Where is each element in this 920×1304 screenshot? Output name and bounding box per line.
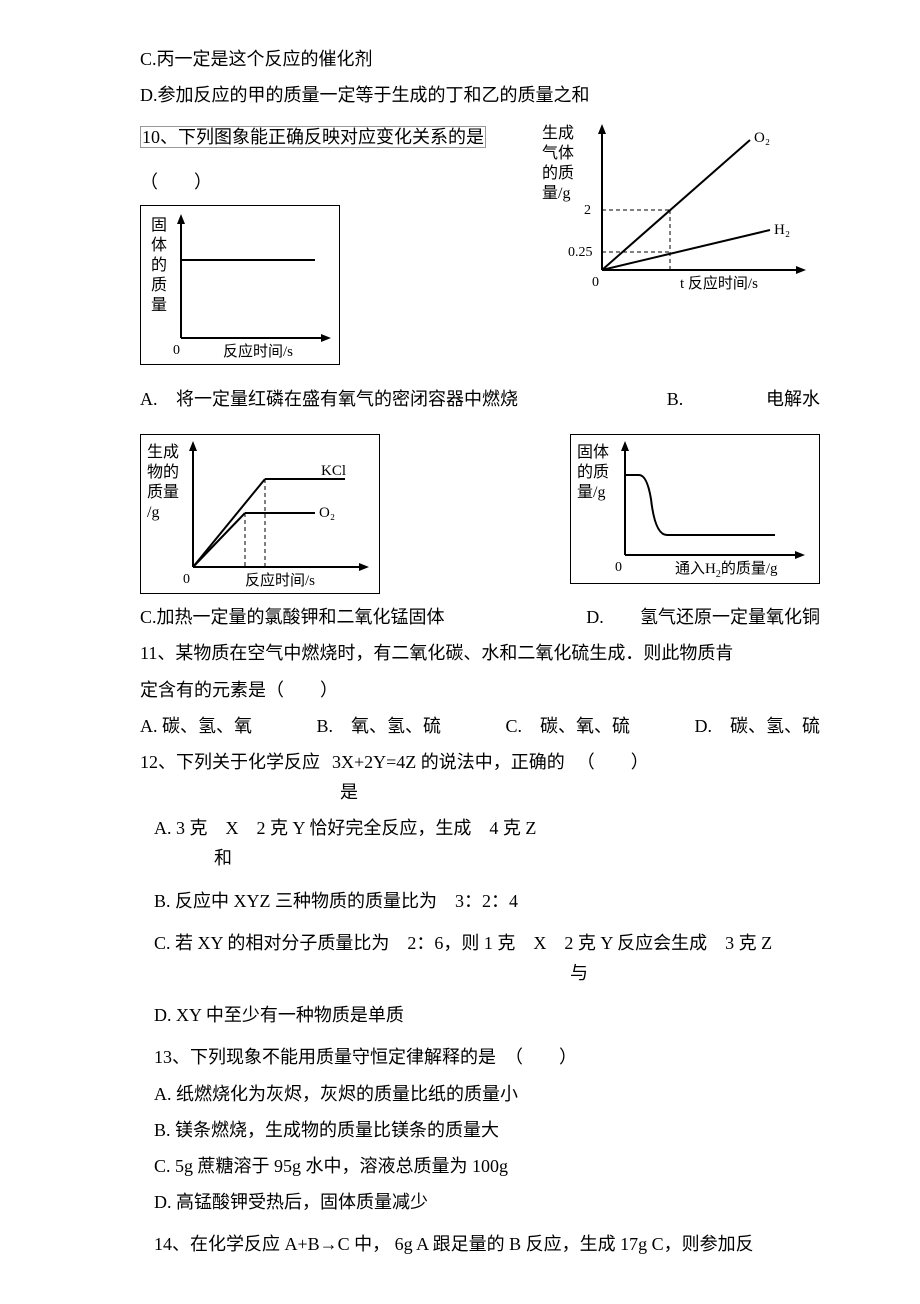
svg-text:0: 0 — [183, 572, 190, 587]
svg-text:0: 0 — [615, 560, 622, 575]
svg-text:固体: 固体 — [577, 443, 609, 461]
q11-stem2: 定含有的元素是（ ） — [140, 673, 820, 707]
svg-text:的质: 的质 — [577, 463, 609, 481]
q12-stem-sub: 是 — [340, 775, 820, 809]
svg-text:2: 2 — [584, 203, 591, 218]
chart-b: 生成 气体 的质 量/g O₂ H₂ 2 0.25 0 t 反应时间/s — [540, 120, 820, 300]
q11-options: A. 碳、氢、氧 B. 氧、氢、硫 C. 碳、氧、硫 D. 碳、氢、硫 — [140, 709, 820, 743]
q11-stem1: 11、某物质在空气中燃烧时，有二氧化碳、水和二氧化硫生成．则此物质肯 — [140, 636, 820, 670]
svg-text:0: 0 — [592, 275, 599, 290]
svg-text:量/g: 量/g — [577, 484, 605, 501]
q12-D: D. XY 中至少有一种物质是单质 — [154, 998, 820, 1032]
q10-row-ab: A. 将一定量红磷在盛有氧气的密闭容器中燃烧 B. 电解水 — [140, 382, 820, 416]
q13-D: D. 高锰酸钾受热后，固体质量减少 — [154, 1185, 820, 1219]
svg-text:t 反应时间/s: t 反应时间/s — [680, 274, 758, 292]
q10-paren: （ ） — [140, 165, 540, 199]
q12-A2: 和 — [214, 841, 820, 875]
svg-text:体: 体 — [151, 236, 167, 254]
q13-B: B. 镁条燃烧，生成物的质量比镁条的质量大 — [154, 1113, 820, 1147]
svg-text:的质: 的质 — [542, 164, 574, 182]
svg-text:反应时间/s: 反应时间/s — [223, 342, 293, 360]
q12-B: B. 反应中 XYZ 三种物质的质量比为 3：2：4 — [154, 884, 820, 918]
svg-text:0: 0 — [173, 343, 180, 358]
chart-a: 固 体 的 质 量 0 反应时间/s — [140, 205, 340, 365]
q10-row-cd: C.加热一定量的氯酸钾和二氧化锰固体 D. 氢气还原一定量氧化铜 — [140, 600, 820, 634]
q13-C: C. 5g 蔗糖溶于 95g 水中，溶液总质量为 100g — [154, 1149, 820, 1183]
q9-optC: C.丙一定是这个反应的催化剂 — [140, 42, 820, 76]
q12-C2: 与 — [570, 956, 820, 990]
svg-text:KCl: KCl — [321, 463, 346, 479]
svg-text:质量: 质量 — [147, 483, 179, 501]
q12-A: A. 3 克 X 2 克 Y 恰好完全反应，生成 4 克 Z — [154, 811, 820, 845]
chart-a-ylabel: 固 — [151, 217, 167, 234]
svg-text:量/g: 量/g — [542, 185, 570, 202]
svg-text:的: 的 — [151, 256, 167, 274]
q12-C: C. 若 XY 的相对分子质量比为 2：6，则 1 克 X 2 克 Y 反应会生… — [154, 926, 820, 960]
svg-text:0.25: 0.25 — [568, 245, 593, 260]
svg-text:质: 质 — [151, 276, 167, 294]
q9-optD: D.参加反应的甲的质量一定等于生成的丁和乙的质量之和 — [140, 78, 820, 112]
q13-A: A. 纸燃烧化为灰烬，灰烬的质量比纸的质量小 — [154, 1077, 820, 1111]
q12-stem: 12、下列关于化学反应 3X+2Y=4Z 的说法中，正确的 （ ） — [140, 745, 820, 779]
svg-text:通入H2的质量/g: 通入H2的质量/g — [675, 560, 778, 579]
q13-stem: 13、下列现象不能用质量守恒定律解释的是 （ ） — [154, 1040, 820, 1074]
chart-c: 生成 物的 质量 /g KCl O₂ 0 反应时间/s — [140, 434, 380, 594]
svg-text:反应时间/s: 反应时间/s — [245, 571, 315, 589]
svg-text:生成: 生成 — [147, 443, 179, 461]
svg-text:生成: 生成 — [542, 124, 574, 142]
svg-text:/g: /g — [147, 504, 159, 521]
svg-text:物的: 物的 — [147, 463, 179, 481]
svg-text:O₂: O₂ — [754, 130, 770, 146]
chart-d: 固体 的质 量/g 0 通入H2的质量/g — [570, 434, 820, 584]
q10-header: 10、下列图象能正确反映对应变化关系的是 — [140, 120, 540, 154]
svg-text:气体: 气体 — [542, 144, 574, 162]
svg-text:H₂: H₂ — [774, 222, 790, 238]
q14-stem: 14、在化学反应 A+B→C 中， 6g A 跟足量的 B 反应，生成 17g … — [154, 1227, 820, 1261]
svg-text:量: 量 — [151, 297, 167, 314]
svg-text:O₂: O₂ — [319, 505, 335, 521]
